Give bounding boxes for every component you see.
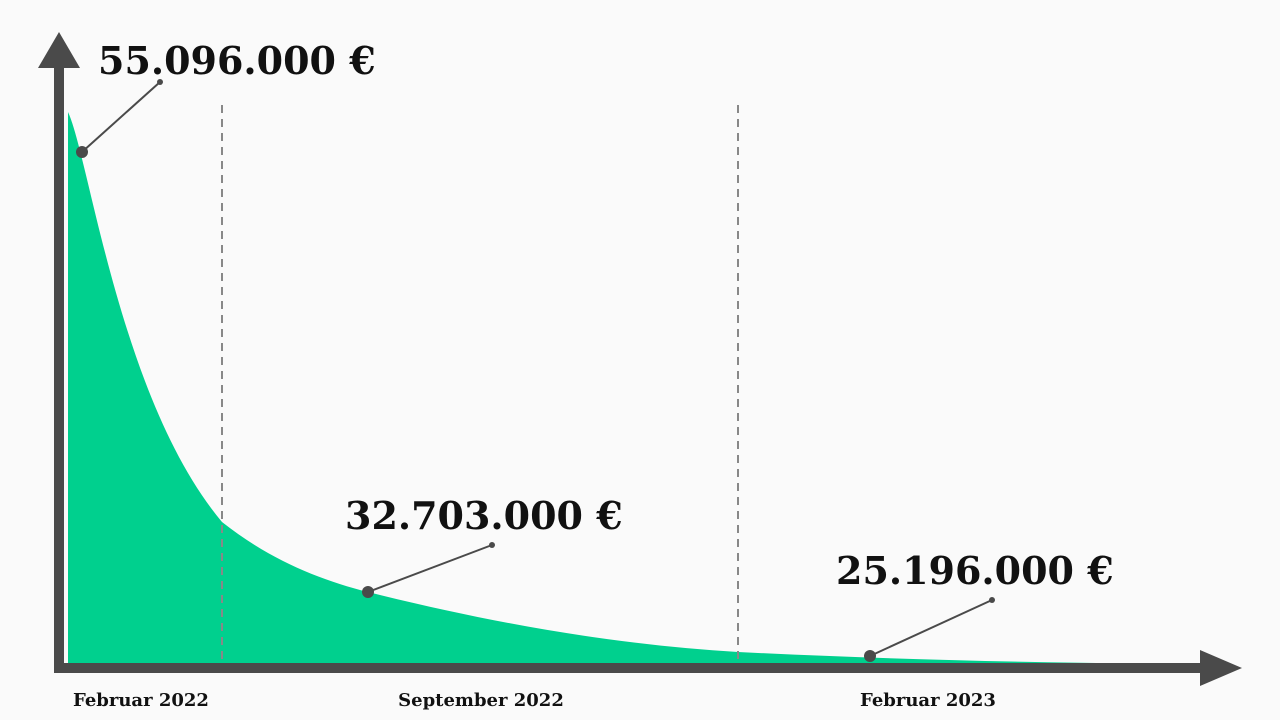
callout-dot xyxy=(864,650,876,662)
callout-dot xyxy=(362,586,374,598)
callout-line xyxy=(869,599,993,657)
annotation: 55.096.000 € xyxy=(98,38,376,83)
callout-dot xyxy=(157,79,163,85)
x-label: Februar 2022 xyxy=(73,690,209,711)
callout-dot xyxy=(989,597,995,603)
area xyxy=(68,112,1200,664)
x-arrow xyxy=(1200,650,1242,686)
x-label: Februar 2023 xyxy=(860,690,996,711)
x-label: September 2022 xyxy=(398,690,564,711)
y-arrow xyxy=(38,32,80,68)
callout-dot xyxy=(76,146,88,158)
callout-dot xyxy=(489,542,495,548)
callout-line xyxy=(367,544,493,593)
annotation: 32.703.000 € xyxy=(345,493,623,538)
annotation: 25.196.000 € xyxy=(836,548,1114,593)
callout-line xyxy=(81,81,161,153)
